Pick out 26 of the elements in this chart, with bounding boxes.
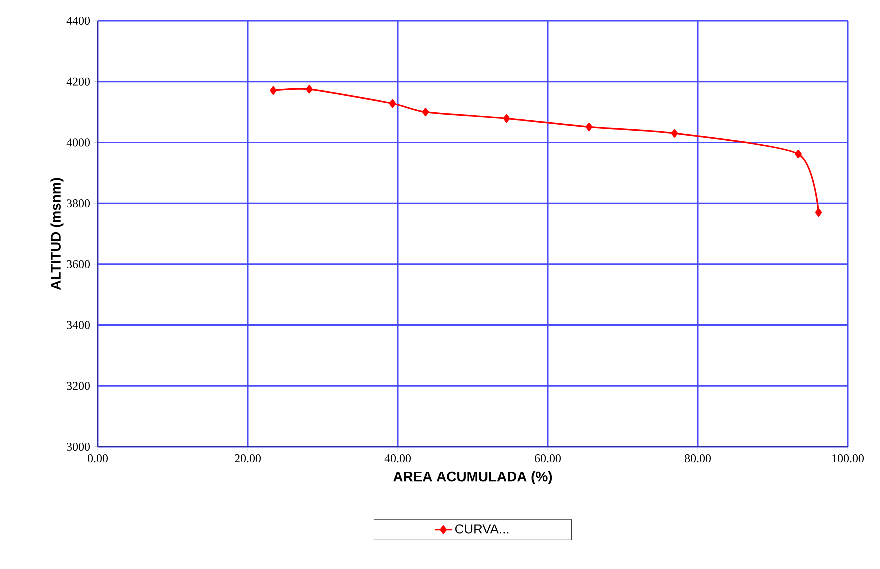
x-tick-label: 0.00 — [88, 454, 108, 463]
x-tick-label: 20.00 — [235, 454, 261, 463]
x-tick-label: 80.00 — [685, 454, 711, 463]
y-tick-label: 3200 — [67, 382, 90, 390]
point — [815, 208, 822, 217]
y-tick-label: 3400 — [67, 321, 90, 330]
point — [306, 85, 313, 94]
x-tick-label: 100.00 — [832, 454, 864, 463]
x-tick-label: 40.00 — [384, 454, 411, 463]
y-tick-label: 4200 — [66, 78, 90, 86]
y-axis-title: ALTITUD (msnm) — [50, 178, 64, 290]
point — [503, 114, 510, 123]
y-tick-label: 3800 — [67, 200, 90, 208]
y-tick-label: 4000 — [66, 138, 90, 147]
y-tick-label: 3000 — [67, 442, 90, 452]
y-tick-label: 4400 — [66, 16, 90, 26]
y-tick-label: 3600 — [67, 260, 90, 268]
x-axis-title: AREA ACUMULADA (%) — [394, 471, 552, 484]
point — [671, 129, 678, 138]
point — [795, 150, 802, 159]
point — [586, 122, 593, 132]
point — [270, 86, 277, 95]
x-tick-label: 60.00 — [535, 454, 561, 463]
legend-label: CURVA... — [455, 524, 509, 534]
point — [422, 108, 430, 117]
point — [389, 99, 396, 108]
